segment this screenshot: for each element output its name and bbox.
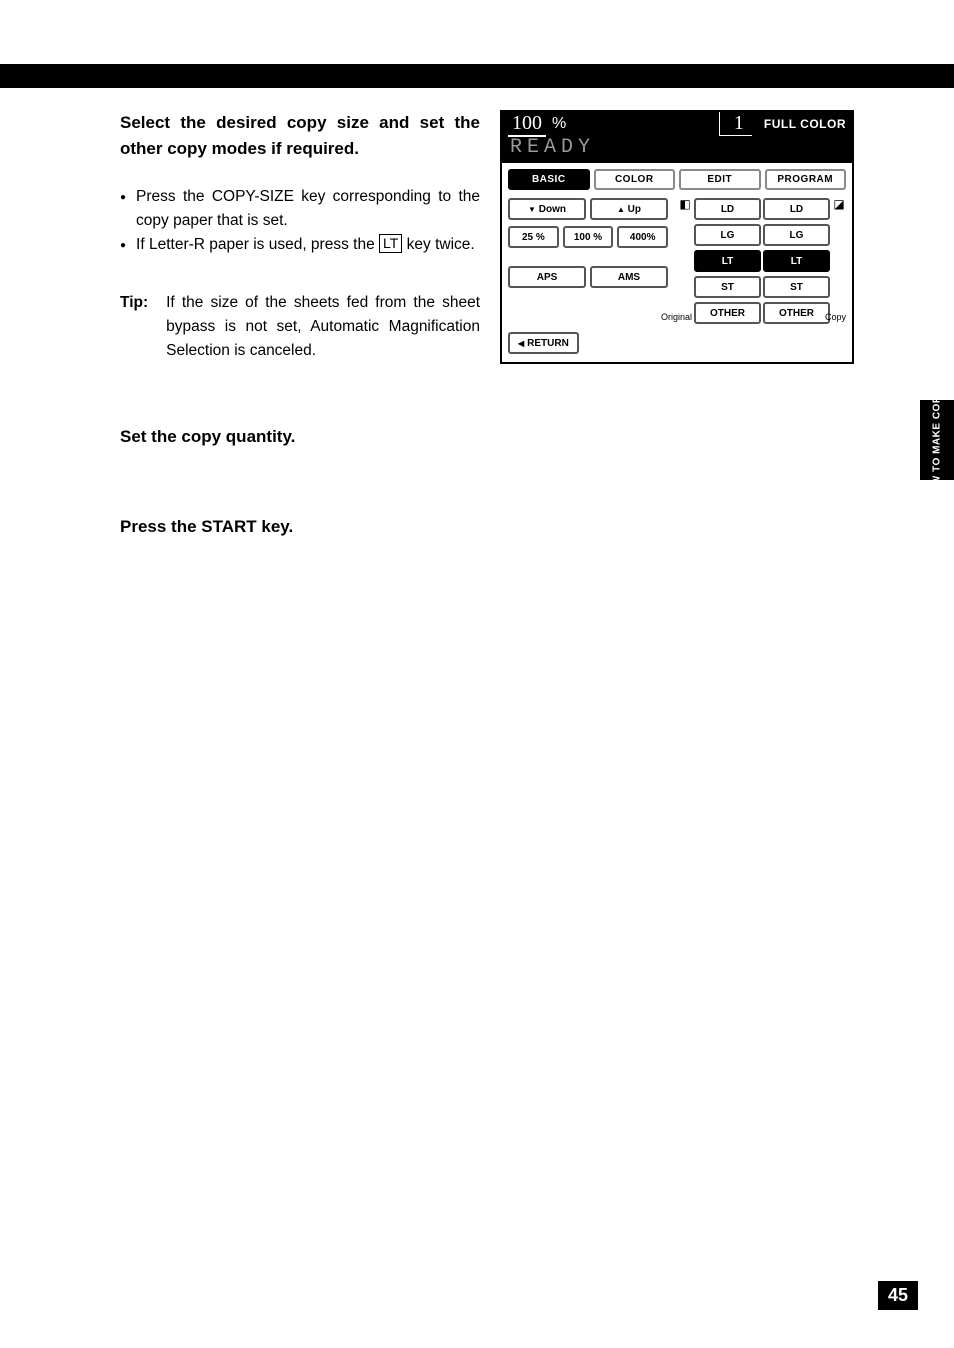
original-label: Original	[661, 312, 692, 324]
tip-label: Tip:	[120, 291, 148, 363]
down-button[interactable]: ▼ Down	[508, 198, 586, 220]
copier-screen: 100 % 1 FULL COLOR READY BASIC COLOR EDI…	[500, 110, 854, 364]
original-st-button[interactable]: ST	[694, 276, 761, 298]
bullet-dot: ●	[120, 185, 126, 233]
original-lt-button[interactable]: LT	[694, 250, 761, 272]
original-ld-button[interactable]: LD	[694, 198, 761, 220]
return-label: RETURN	[527, 338, 569, 349]
step1-heading: Select the desired copy size and set the…	[120, 110, 480, 161]
bullet-1-text: Press the COPY-SIZE key corresponding to…	[136, 185, 480, 233]
bullet-dot: ●	[120, 233, 126, 257]
copy-st-button[interactable]: ST	[763, 276, 830, 298]
step3-heading: Press the START key.	[120, 517, 480, 537]
color-mode-label: FULL COLOR	[758, 117, 846, 131]
zoom-value: 100	[508, 112, 546, 137]
tab-program[interactable]: PROGRAM	[765, 169, 847, 190]
down-label: Down	[539, 204, 566, 215]
copy-other-button[interactable]: OTHER	[763, 302, 830, 324]
bullet-2-text: If Letter-R paper is used, press the LT …	[136, 233, 480, 257]
bullet-2-text-b: key twice.	[407, 236, 475, 253]
step2-heading: Set the copy quantity.	[120, 427, 480, 447]
copy-lg-button[interactable]: LG	[763, 224, 830, 246]
copy-label: Copy	[825, 312, 846, 324]
original-lg-button[interactable]: LG	[694, 224, 761, 246]
up-button[interactable]: ▲ Up	[590, 198, 668, 220]
top-black-bar	[0, 64, 954, 88]
bullet-2-text-a: If Letter-R paper is used, press the	[136, 236, 375, 253]
percent-symbol: %	[552, 115, 566, 133]
tab-edit[interactable]: EDIT	[679, 169, 761, 190]
return-icon: ◀	[518, 339, 524, 348]
copy-ld-button[interactable]: LD	[763, 198, 830, 220]
aps-button[interactable]: APS	[508, 266, 586, 288]
original-other-button[interactable]: OTHER	[694, 302, 761, 324]
tab-basic[interactable]: BASIC	[508, 169, 590, 190]
side-tab: HOW TO MAKE COPIES	[920, 400, 954, 480]
ready-status: READY	[502, 136, 852, 163]
tab-color[interactable]: COLOR	[594, 169, 676, 190]
original-icon: ◧	[679, 198, 690, 210]
zoom-400-button[interactable]: 400%	[617, 226, 668, 248]
zoom-100-button[interactable]: 100 %	[563, 226, 614, 248]
up-label: Up	[628, 204, 641, 215]
return-button[interactable]: ◀ RETURN	[508, 332, 579, 354]
tip-text: If the size of the sheets fed from the s…	[166, 291, 480, 363]
copy-lt-button[interactable]: LT	[763, 250, 830, 272]
page-number: 45	[878, 1281, 918, 1310]
zoom-25-button[interactable]: 25 %	[508, 226, 559, 248]
side-tab-label: HOW TO MAKE COPIES	[931, 379, 943, 502]
copy-count: 1	[719, 112, 752, 136]
lt-key-inline: LT	[379, 234, 402, 253]
copy-icon: ◪	[833, 198, 844, 210]
ams-button[interactable]: AMS	[590, 266, 668, 288]
